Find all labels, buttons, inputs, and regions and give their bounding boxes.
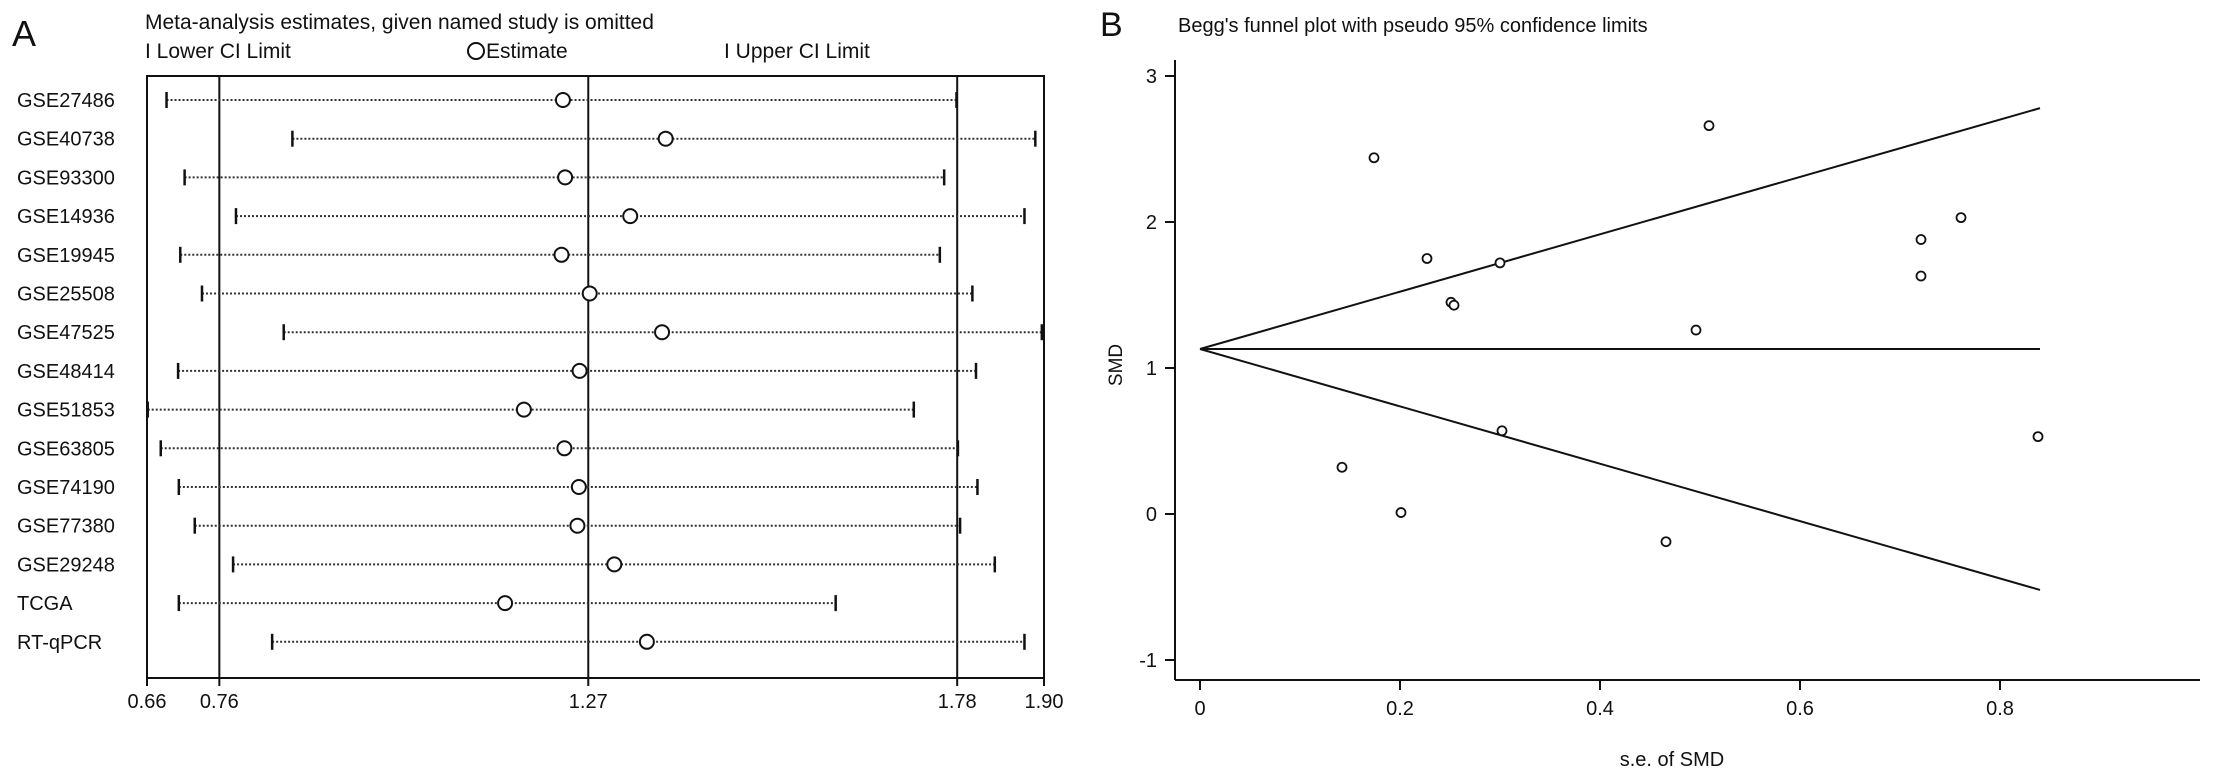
study-row: GSE25508 <box>17 284 974 306</box>
study-label: GSE77380 <box>17 516 115 538</box>
x-tick-label: 0.66 <box>128 691 167 713</box>
x-tick-label: 1.78 <box>938 691 977 713</box>
y-tick-label: 0 <box>1146 504 1157 526</box>
x-tick-label: 0.76 <box>200 691 239 713</box>
study-point <box>1336 461 1348 473</box>
estimate-marker <box>654 324 671 341</box>
x-tick-label: 0.6 <box>1786 698 1814 720</box>
y-tick-label: 1 <box>1146 358 1157 380</box>
study-point <box>1660 536 1672 548</box>
estimate-marker <box>554 92 571 108</box>
funnel-x-ticks: 0 0.2 0.4 0.6 0.8 <box>1194 680 2014 720</box>
funnel-y-ticks: -1 0 1 2 3 <box>1139 66 1175 672</box>
x-axis-ticks: 0.66 0.76 1.27 1.78 1.90 <box>128 678 1064 713</box>
study-point <box>1915 270 1927 282</box>
estimate-marker <box>570 479 587 495</box>
study-label: GSE74190 <box>17 477 115 499</box>
study-label: GSE40738 <box>17 129 115 151</box>
estimate-marker <box>556 440 573 457</box>
x-tick-label: 1.27 <box>569 691 608 713</box>
estimate-marker <box>569 517 586 534</box>
study-row: GSE74190 <box>17 477 979 499</box>
study-label: TCGA <box>17 593 73 615</box>
funnel-lines <box>1199 107 2041 591</box>
estimate-marker <box>557 169 574 186</box>
funnel-x-axis-title: s.e. of SMD <box>1620 749 1724 771</box>
legend-estimate: Estimate <box>467 40 568 63</box>
study-point <box>1915 234 1927 245</box>
study-point <box>1368 152 1380 164</box>
study-point <box>1448 299 1460 311</box>
study-row: GSE77380 <box>17 516 962 538</box>
study-point <box>1395 507 1407 518</box>
study-point <box>1496 425 1508 437</box>
study-row: GSE48414 <box>17 361 978 383</box>
estimate-marker <box>622 208 639 225</box>
estimate-marker <box>553 246 570 263</box>
study-label: GSE25508 <box>17 284 115 306</box>
study-row: GSE19945 <box>17 245 942 267</box>
begg-funnel-plot: Begg's funnel plot with pseudo 95% confi… <box>1106 15 2200 771</box>
funnel-title: Begg's funnel plot with pseudo 95% confi… <box>1178 15 1648 37</box>
estimate-marker <box>657 130 674 147</box>
study-row: GSE29248 <box>17 554 997 576</box>
study-label: GSE93300 <box>17 167 115 189</box>
study-label: GSE14936 <box>17 206 115 228</box>
legend-upper-ci: I Upper CI Limit <box>724 40 870 63</box>
legend-estimate-marker <box>467 42 485 60</box>
study-row: TCGA <box>17 593 837 615</box>
study-row: GSE14936 <box>17 206 1026 228</box>
study-point <box>1494 257 1506 269</box>
legend-lower-ci: I Lower CI Limit <box>145 40 291 63</box>
study-point <box>1955 212 1967 224</box>
study-row: GSE63805 <box>17 438 960 460</box>
study-point <box>1690 324 1702 336</box>
estimate-marker <box>497 595 514 612</box>
study-label: GSE47525 <box>17 322 115 344</box>
y-tick-label: 2 <box>1146 212 1157 234</box>
forest-plot-frame <box>146 75 1045 679</box>
legend-estimate-label: Estimate <box>486 40 568 63</box>
study-label: RT-qPCR <box>17 632 102 654</box>
x-tick-label: 0 <box>1194 698 1205 720</box>
study-point <box>1421 253 1433 264</box>
panel-a-letter: A <box>12 13 36 54</box>
y-tick-label: 3 <box>1146 66 1157 88</box>
study-label: GSE51853 <box>17 400 115 422</box>
study-rows: GSE27486 GSE40738 GSE93300 GSE14936 GSE19945… <box>17 90 1044 654</box>
estimate-marker <box>606 556 623 573</box>
study-label: GSE27486 <box>17 90 115 112</box>
study-point <box>2032 431 2044 443</box>
lower-confidence-limit <box>1199 348 2041 591</box>
forest-title: Meta-analysis estimates, given named stu… <box>145 11 654 34</box>
study-row: GSE27486 <box>17 90 958 112</box>
study-label: GSE48414 <box>17 361 115 383</box>
estimate-marker <box>515 401 532 418</box>
study-label: GSE19945 <box>17 245 115 267</box>
study-row: GSE47525 <box>17 322 1044 344</box>
study-point <box>1703 120 1715 132</box>
study-row: RT-qPCR <box>17 632 1026 654</box>
funnel-points <box>1336 120 2044 548</box>
estimate-marker <box>638 633 655 650</box>
reference-lines <box>218 76 959 678</box>
estimate-marker <box>581 285 598 302</box>
study-row: GSE93300 <box>17 167 946 189</box>
funnel-y-axis-title: SMD <box>1106 344 1127 386</box>
x-tick-label: 1.90 <box>1025 691 1064 713</box>
upper-confidence-limit <box>1199 107 2041 350</box>
x-tick-label: 0.4 <box>1586 698 1614 720</box>
estimate-marker <box>571 362 588 379</box>
y-tick-label: -1 <box>1139 650 1157 672</box>
sensitivity-forest-plot: Meta-analysis estimates, given named stu… <box>17 11 1063 713</box>
x-tick-label: 0.8 <box>1986 698 2014 720</box>
x-tick-label: 0.2 <box>1386 698 1414 720</box>
study-row: GSE51853 <box>17 400 916 422</box>
study-row: GSE40738 <box>17 129 1037 151</box>
study-label: GSE63805 <box>17 438 115 460</box>
panel-b-letter: B <box>1100 6 1123 44</box>
study-label: GSE29248 <box>17 554 115 576</box>
